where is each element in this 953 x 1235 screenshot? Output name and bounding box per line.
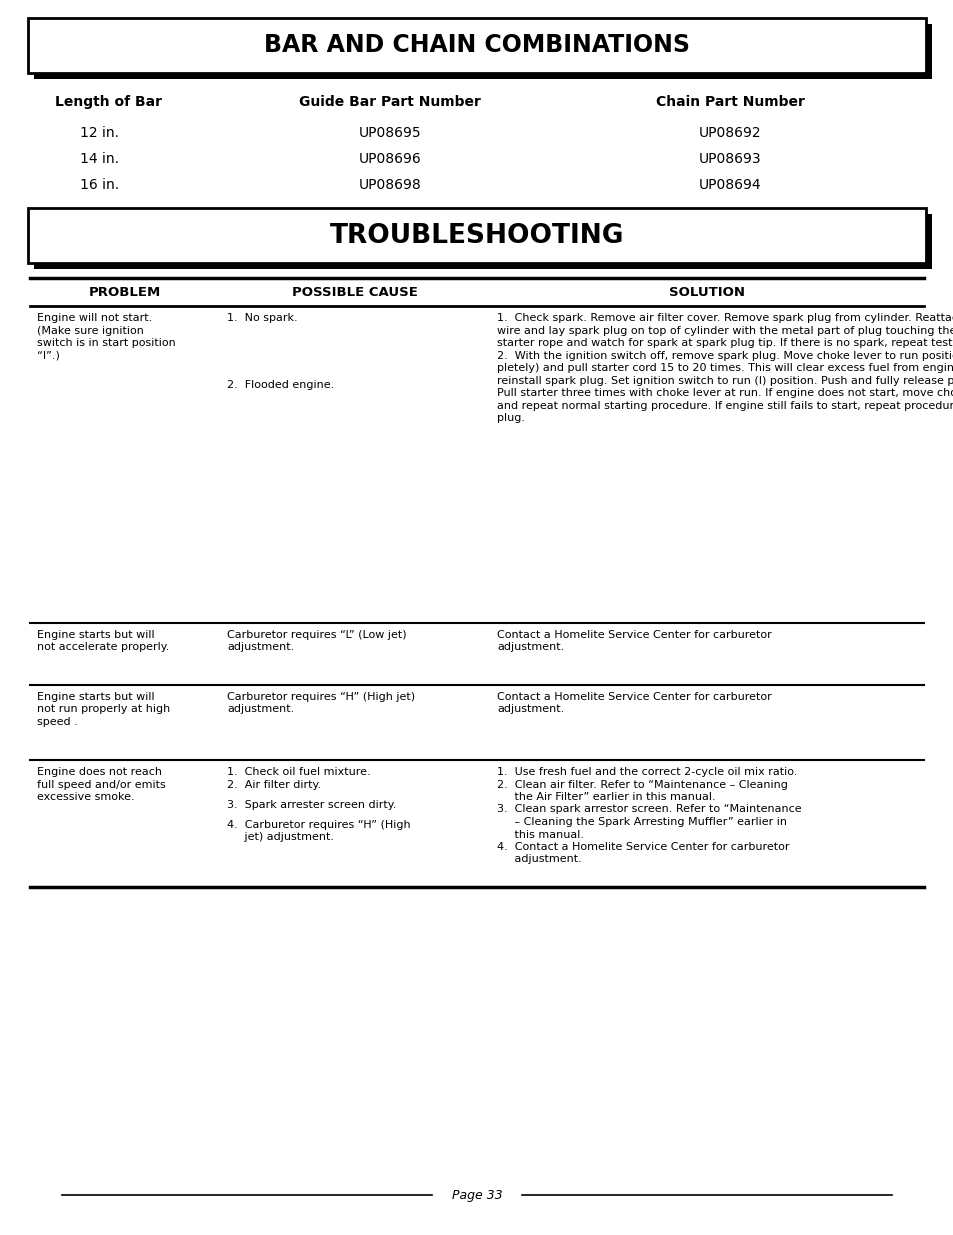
Text: 12 in.: 12 in. bbox=[80, 126, 119, 140]
Text: 4.  Carburetor requires “H” (High: 4. Carburetor requires “H” (High bbox=[227, 820, 410, 830]
Text: adjustment.: adjustment. bbox=[227, 642, 294, 652]
Text: 2.  Air filter dirty.: 2. Air filter dirty. bbox=[227, 779, 321, 789]
Text: UP08692: UP08692 bbox=[698, 126, 760, 140]
Text: Engine starts but will: Engine starts but will bbox=[37, 692, 154, 701]
Text: 14 in.: 14 in. bbox=[80, 152, 119, 165]
Text: Engine does not reach: Engine does not reach bbox=[37, 767, 162, 777]
Text: switch is in start position: switch is in start position bbox=[37, 338, 175, 348]
Text: UP08695: UP08695 bbox=[358, 126, 421, 140]
Text: Chain Part Number: Chain Part Number bbox=[655, 95, 803, 109]
Text: 1.  Use fresh fuel and the correct 2-cycle oil mix ratio.: 1. Use fresh fuel and the correct 2-cycl… bbox=[497, 767, 797, 777]
Text: 1.  No spark.: 1. No spark. bbox=[227, 312, 297, 324]
Text: “I”.): “I”.) bbox=[37, 351, 60, 361]
Text: 4.  Contact a Homelite Service Center for carburetor: 4. Contact a Homelite Service Center for… bbox=[497, 842, 789, 852]
Text: pletely) and pull starter cord 15 to 20 times. This will clear excess fuel from : pletely) and pull starter cord 15 to 20 … bbox=[497, 363, 953, 373]
Text: Carburetor requires “H” (High jet): Carburetor requires “H” (High jet) bbox=[227, 692, 415, 701]
Text: reinstall spark plug. Set ignition switch to run (I) position. Push and fully re: reinstall spark plug. Set ignition switc… bbox=[497, 375, 953, 385]
Text: BAR AND CHAIN COMBINATIONS: BAR AND CHAIN COMBINATIONS bbox=[264, 33, 689, 58]
Bar bbox=[28, 19, 925, 73]
Text: adjustment.: adjustment. bbox=[227, 704, 294, 715]
Text: wire and lay spark plug on top of cylinder with the metal part of plug touching : wire and lay spark plug on top of cylind… bbox=[497, 326, 953, 336]
Text: (Make sure ignition: (Make sure ignition bbox=[37, 326, 144, 336]
Text: UP08694: UP08694 bbox=[698, 178, 760, 191]
Text: 2.  With the ignition switch off, remove spark plug. Move choke lever to run pos: 2. With the ignition switch off, remove … bbox=[497, 351, 953, 361]
Text: Length of Bar: Length of Bar bbox=[55, 95, 162, 109]
Text: – Cleaning the Spark Arresting Muffler” earlier in: – Cleaning the Spark Arresting Muffler” … bbox=[497, 818, 786, 827]
Text: 1.  Check spark. Remove air filter cover. Remove spark plug from cylinder. Reatt: 1. Check spark. Remove air filter cover.… bbox=[497, 312, 953, 324]
Bar bbox=[28, 207, 925, 263]
Text: excessive smoke.: excessive smoke. bbox=[37, 792, 134, 802]
Text: adjustment.: adjustment. bbox=[497, 642, 563, 652]
Text: 2.  Clean air filter. Refer to “Maintenance – Cleaning: 2. Clean air filter. Refer to “Maintenan… bbox=[497, 779, 787, 789]
Bar bbox=[34, 23, 931, 79]
Text: SOLUTION: SOLUTION bbox=[668, 287, 744, 299]
Text: this manual.: this manual. bbox=[497, 830, 583, 840]
Text: UP08696: UP08696 bbox=[358, 152, 421, 165]
Bar bbox=[34, 214, 931, 269]
Text: 3.  Clean spark arrestor screen. Refer to “Maintenance: 3. Clean spark arrestor screen. Refer to… bbox=[497, 804, 801, 815]
Text: starter rope and watch for spark at spark plug tip. If there is no spark, repeat: starter rope and watch for spark at spar… bbox=[497, 338, 953, 348]
Text: 16 in.: 16 in. bbox=[80, 178, 119, 191]
Text: Contact a Homelite Service Center for carburetor: Contact a Homelite Service Center for ca… bbox=[497, 692, 771, 701]
Text: the Air Filter” earlier in this manual.: the Air Filter” earlier in this manual. bbox=[497, 792, 715, 802]
Text: UP08693: UP08693 bbox=[698, 152, 760, 165]
Text: UP08698: UP08698 bbox=[358, 178, 421, 191]
Text: Carburetor requires “L” (Low jet): Carburetor requires “L” (Low jet) bbox=[227, 630, 406, 640]
Text: POSSIBLE CAUSE: POSSIBLE CAUSE bbox=[292, 287, 417, 299]
Text: Pull starter three times with choke lever at run. If engine does not start, move: Pull starter three times with choke leve… bbox=[497, 388, 953, 398]
Text: and repeat normal starting procedure. If engine still fails to start, repeat pro: and repeat normal starting procedure. If… bbox=[497, 400, 953, 410]
Text: not run properly at high: not run properly at high bbox=[37, 704, 170, 715]
Text: plug.: plug. bbox=[497, 412, 524, 424]
Text: TROUBLESHOOTING: TROUBLESHOOTING bbox=[330, 222, 623, 248]
Text: full speed and/or emits: full speed and/or emits bbox=[37, 779, 166, 789]
Text: jet) adjustment.: jet) adjustment. bbox=[227, 832, 334, 842]
Text: adjustment.: adjustment. bbox=[497, 704, 563, 715]
Text: 3.  Spark arrester screen dirty.: 3. Spark arrester screen dirty. bbox=[227, 799, 395, 809]
Text: Engine will not start.: Engine will not start. bbox=[37, 312, 152, 324]
Text: adjustment.: adjustment. bbox=[497, 855, 581, 864]
Text: not accelerate properly.: not accelerate properly. bbox=[37, 642, 170, 652]
Text: 2.  Flooded engine.: 2. Flooded engine. bbox=[227, 380, 334, 390]
Text: Guide Bar Part Number: Guide Bar Part Number bbox=[298, 95, 480, 109]
Text: PROBLEM: PROBLEM bbox=[89, 287, 161, 299]
Text: Engine starts but will: Engine starts but will bbox=[37, 630, 154, 640]
Text: Contact a Homelite Service Center for carburetor: Contact a Homelite Service Center for ca… bbox=[497, 630, 771, 640]
Text: speed .: speed . bbox=[37, 718, 77, 727]
Text: Page 33: Page 33 bbox=[451, 1188, 502, 1202]
Text: 1.  Check oil fuel mixture.: 1. Check oil fuel mixture. bbox=[227, 767, 370, 777]
